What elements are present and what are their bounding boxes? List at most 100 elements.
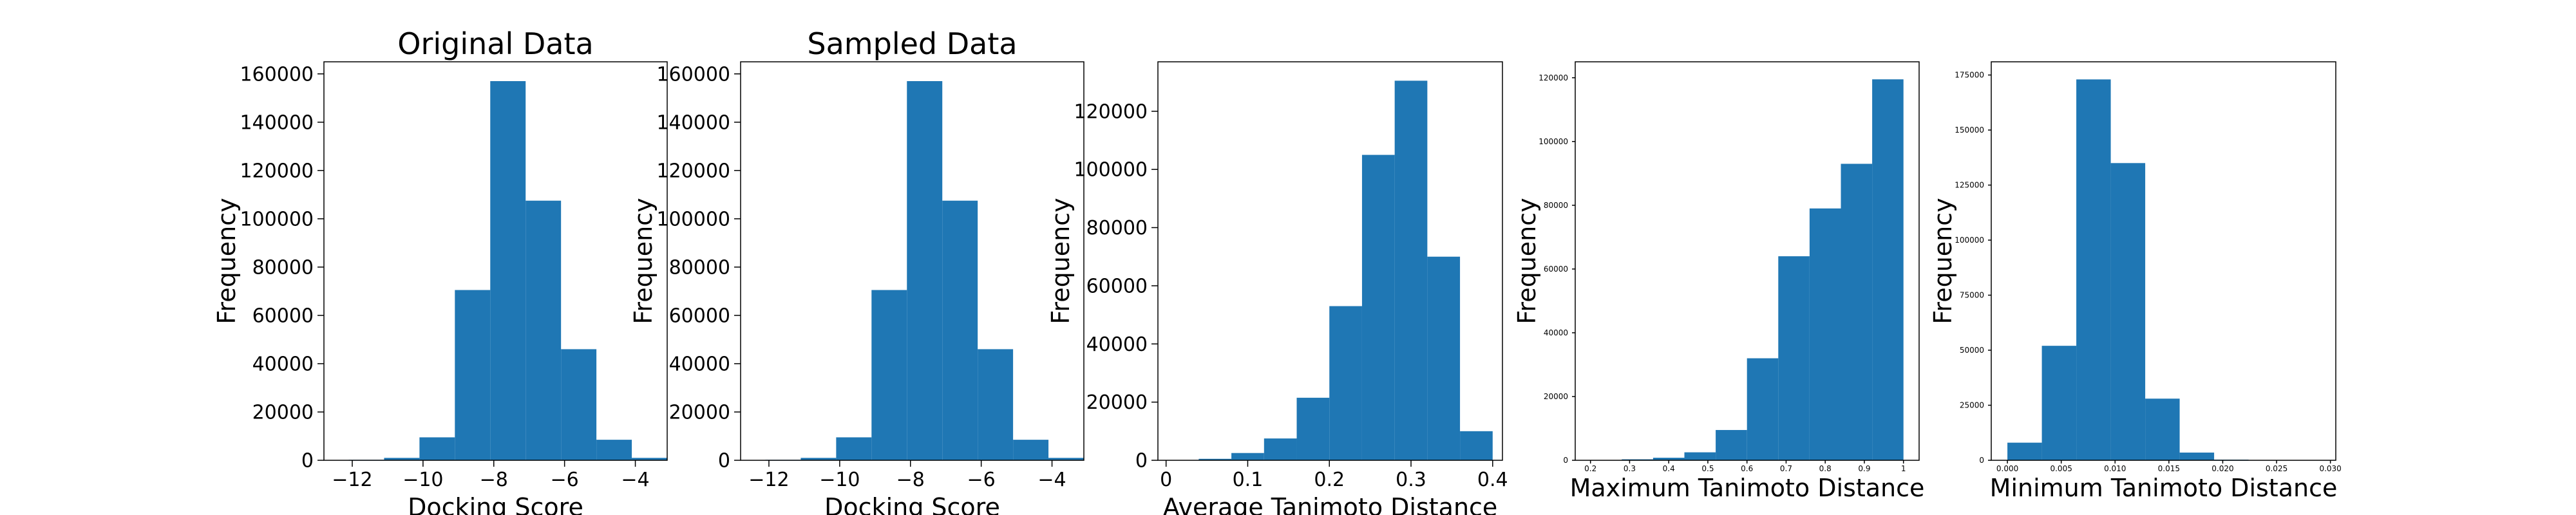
x-tick-label: 0.010 [2104, 464, 2126, 473]
y-tick-label: 100000 [1539, 137, 1568, 146]
y-tick-label: 40000 [1544, 328, 1568, 337]
x-tick-label: 0.030 [2319, 464, 2341, 473]
y-tick-label: 120000 [1539, 73, 1568, 82]
y-tick-label: 120000 [1074, 100, 1148, 123]
x-tick-label: −8 [896, 469, 925, 491]
x-tick-label: −12 [332, 469, 372, 491]
x-tick-label: −12 [748, 469, 789, 491]
x-axis-label: Docking Score [408, 493, 583, 515]
x-tick-label: 0.3 [1396, 469, 1426, 491]
histogram-bar [1264, 438, 1297, 460]
histogram-bar [2007, 442, 2042, 460]
histogram-bar [978, 349, 1014, 460]
histogram-bar [2179, 453, 2215, 460]
histogram-bar [1394, 80, 1428, 461]
histogram-bar [2110, 163, 2146, 460]
histogram-bar [384, 458, 420, 460]
histogram-bar [1778, 256, 1810, 460]
y-tick-label: 100000 [1074, 159, 1148, 182]
x-tick-label: 0.5 [1701, 464, 1714, 473]
x-tick-label: 0.2 [1584, 464, 1596, 473]
x-tick-label: 1 [1901, 464, 1906, 473]
y-tick-label: 60000 [1544, 265, 1568, 274]
histogram-bar [2041, 346, 2077, 460]
plot-frame [323, 61, 668, 461]
x-tick-label: 0.4 [1663, 464, 1675, 473]
histogram-bar [1296, 397, 1330, 460]
y-axis-label: Frequency [213, 198, 241, 324]
histogram-bar [1809, 208, 1841, 460]
histogram-bar [455, 290, 491, 460]
histogram-bar [836, 437, 872, 460]
y-tick-label: 80000 [252, 256, 314, 279]
x-tick-label: 0.015 [2158, 464, 2180, 473]
histogram-bar [907, 81, 943, 460]
x-tick-label: 0 [1160, 469, 1172, 491]
x-tick-label: 0.000 [1996, 464, 2018, 473]
y-axis-label: Frequency [1513, 198, 1541, 324]
y-tick-label: 175000 [1955, 71, 1984, 80]
x-tick-label: 0.4 [1477, 469, 1508, 491]
histogram-bar [526, 200, 562, 460]
histogram-bar [1048, 458, 1084, 460]
y-tick-label: 120000 [656, 160, 730, 182]
y-tick-label: 80000 [669, 256, 730, 279]
x-tick-label: −4 [621, 469, 649, 491]
histogram-bar [1747, 358, 1779, 460]
histogram-panel-2: −12 −10 −8 −6 −4 0 20000 40000 60000 80000 100000 1… [629, 26, 1084, 515]
histogram-bar [1872, 79, 1904, 460]
x-axis-label: Average Tanimoto Distance [1163, 493, 1498, 515]
x-axis-label: Maximum Tanimoto Distance [1570, 474, 1925, 502]
histogram-bar [1653, 458, 1685, 460]
y-tick-label: 100000 [240, 208, 314, 230]
x-tick-label: −10 [819, 469, 860, 491]
x-tick-label: −10 [402, 469, 443, 491]
x-tick-label: 0.9 [1858, 464, 1870, 473]
histogram-panels: −12 −10 −8 −6 −4 0 20000 40000 60000 80000 100000 1… [213, 26, 2342, 515]
histogram-panel-4: 0.2 0.3 0.4 0.5 0.6 0.7 0.8 0.9 1 0 20000 40000 6000… [1513, 61, 1925, 502]
histogram-bar [2076, 79, 2111, 460]
y-axis-label: Frequency [1046, 198, 1075, 324]
y-axis-label: Frequency [1929, 198, 1957, 324]
y-tick-label: 40000 [669, 353, 730, 375]
histogram-bar [1329, 306, 1362, 460]
y-axis-label: Frequency [629, 198, 658, 324]
y-tick-label: 140000 [656, 111, 730, 134]
x-tick-label: 0.7 [1780, 464, 1792, 473]
x-tick-label: −8 [480, 469, 508, 491]
y-tick-label: 20000 [1544, 392, 1568, 401]
histogram-bar [419, 437, 455, 460]
histogram-bar [2145, 398, 2180, 460]
x-tick-label: −4 [1037, 469, 1066, 491]
chart-title: Original Data [397, 26, 593, 61]
y-tick-label: 25000 [1960, 401, 1984, 410]
y-tick-label: 80000 [1086, 217, 1148, 239]
y-tick-label: 140000 [240, 111, 314, 134]
histogram-bar [1716, 429, 1747, 460]
histogram-bar [1013, 440, 1049, 460]
x-axis-label: Minimum Tanimoto Distance [1990, 474, 2338, 502]
y-tick-label: 80000 [1544, 201, 1568, 210]
histogram-bar [596, 440, 632, 460]
y-tick-label: 150000 [1955, 126, 1984, 135]
x-tick-label: 0.8 [1819, 464, 1832, 473]
histogram-bar [1841, 164, 1873, 461]
x-tick-label: −6 [551, 469, 579, 491]
y-tick-label: 40000 [1086, 333, 1148, 356]
plot-frame [740, 61, 1084, 461]
x-tick-label: 0.020 [2211, 464, 2233, 473]
x-axis-label: Docking Score [824, 493, 1000, 515]
y-tick-label: 0 [1135, 450, 1148, 473]
y-tick-label: 60000 [252, 304, 314, 327]
histogram-bar [1460, 431, 1493, 460]
chart-title: Sampled Data [807, 26, 1017, 61]
x-tick-label: 0.2 [1314, 469, 1345, 491]
y-tick-label: 0 [1979, 456, 1984, 465]
x-tick-label: 0.025 [2266, 464, 2287, 473]
x-tick-label: 0.6 [1741, 464, 1753, 473]
histogram-bar [800, 458, 837, 460]
y-tick-label: 160000 [240, 63, 314, 86]
x-tick-label: 0.3 [1624, 464, 1636, 473]
histogram-bar [1684, 452, 1716, 460]
plot-frame [1991, 61, 2336, 461]
